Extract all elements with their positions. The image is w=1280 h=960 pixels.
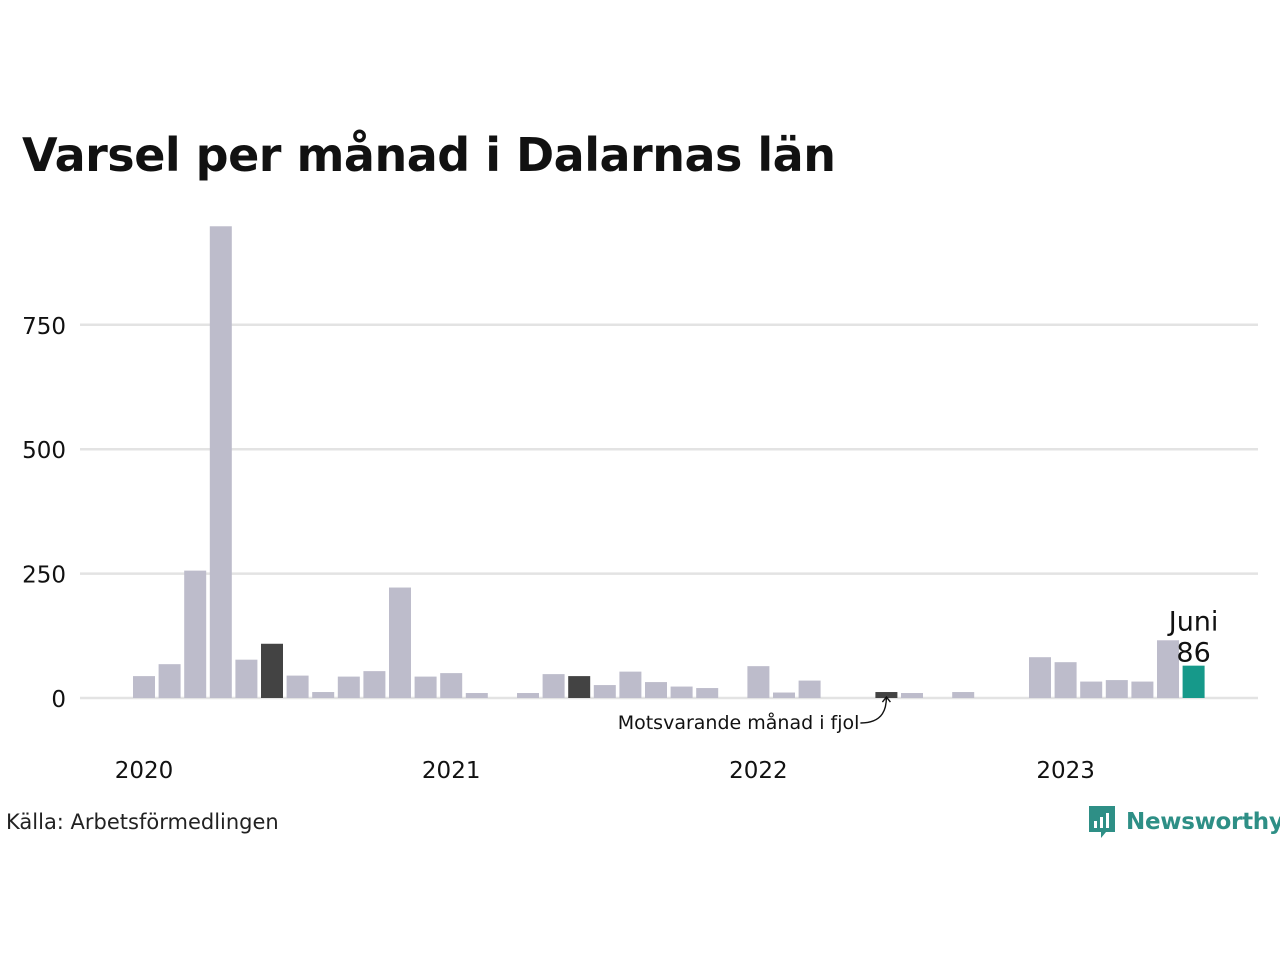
bar-2021-08 (619, 671, 642, 698)
x-tick-label: 2022 (729, 758, 788, 784)
bar-chart-speech-bubble-icon (1089, 806, 1115, 838)
same-month-last-year-note: Motsvarande månad i fjol (618, 711, 860, 734)
bar-2021-02 (465, 693, 488, 698)
chart-title: Varsel per månad i Dalarnas län (22, 128, 836, 182)
bar-2020-01 (133, 676, 155, 698)
bar-2023-02 (1080, 681, 1103, 698)
bar-2020-02 (158, 664, 181, 698)
bar-2021-10 (670, 686, 693, 698)
bar-2023-06 (1182, 665, 1205, 698)
annotation-arrowhead (881, 695, 891, 703)
bar-2022-02 (773, 692, 795, 698)
bar-2020-08 (312, 692, 335, 698)
bar-chart: 0 250 500 750 2020 2021 2022 2023 Juni 86 Mots… (22, 226, 1258, 784)
bar-2021-04 (517, 693, 539, 698)
newsworthy-logo: Newsworthy (1087, 804, 1280, 840)
bar-2020-07 (286, 675, 309, 698)
y-tick-label: 500 (22, 438, 66, 464)
gridlines (80, 323, 1258, 700)
bar-2023-03 (1105, 680, 1128, 698)
bar-2020-06 (261, 643, 283, 698)
bar-2021-01 (440, 673, 463, 698)
bar-2021-09 (645, 682, 667, 698)
bar-2020-10 (363, 671, 386, 698)
bar-2021-07 (593, 685, 616, 698)
bar-2022-07 (901, 693, 923, 698)
bar-2020-03 (184, 570, 207, 698)
bar-2020-05 (235, 659, 258, 698)
annotations: Juni 86 Motsvarande månad i fjol (618, 607, 1219, 734)
bar-2020-12 (414, 676, 437, 698)
bar-2023-01 (1054, 662, 1077, 698)
bar-2023-04 (1131, 681, 1154, 698)
y-axis-tick-labels: 0 250 500 750 (22, 314, 66, 713)
annotation-arrow (860, 697, 888, 724)
bar-2022-06 (875, 692, 898, 698)
x-tick-label: 2021 (422, 758, 481, 784)
y-tick-label: 250 (22, 563, 66, 589)
x-tick-label: 2023 (1036, 758, 1095, 784)
source-credit: Källa: Arbetsförmedlingen (6, 810, 279, 834)
logo-text: Newsworthy (1126, 809, 1280, 835)
bar-2023-05 (1157, 640, 1179, 698)
bar-2021-05 (542, 674, 565, 698)
bar-2021-11 (696, 688, 719, 698)
x-axis-tick-labels: 2020 2021 2022 2023 (115, 758, 1095, 784)
x-tick-label: 2020 (115, 758, 174, 784)
y-tick-label: 750 (22, 314, 66, 340)
bars (133, 226, 1205, 698)
current-month-label: Juni (1167, 607, 1219, 638)
bar-2020-09 (337, 676, 360, 698)
bar-2022-03 (798, 680, 821, 698)
bar-2020-04 (209, 226, 232, 698)
y-tick-label: 0 (51, 687, 66, 713)
bar-2022-12 (1029, 657, 1051, 698)
bar-2021-06 (568, 676, 591, 698)
bar-2022-01 (747, 666, 770, 698)
current-month-value-label: 86 (1176, 638, 1210, 669)
bar-2022-09 (952, 692, 975, 698)
bar-2020-11 (389, 587, 411, 698)
